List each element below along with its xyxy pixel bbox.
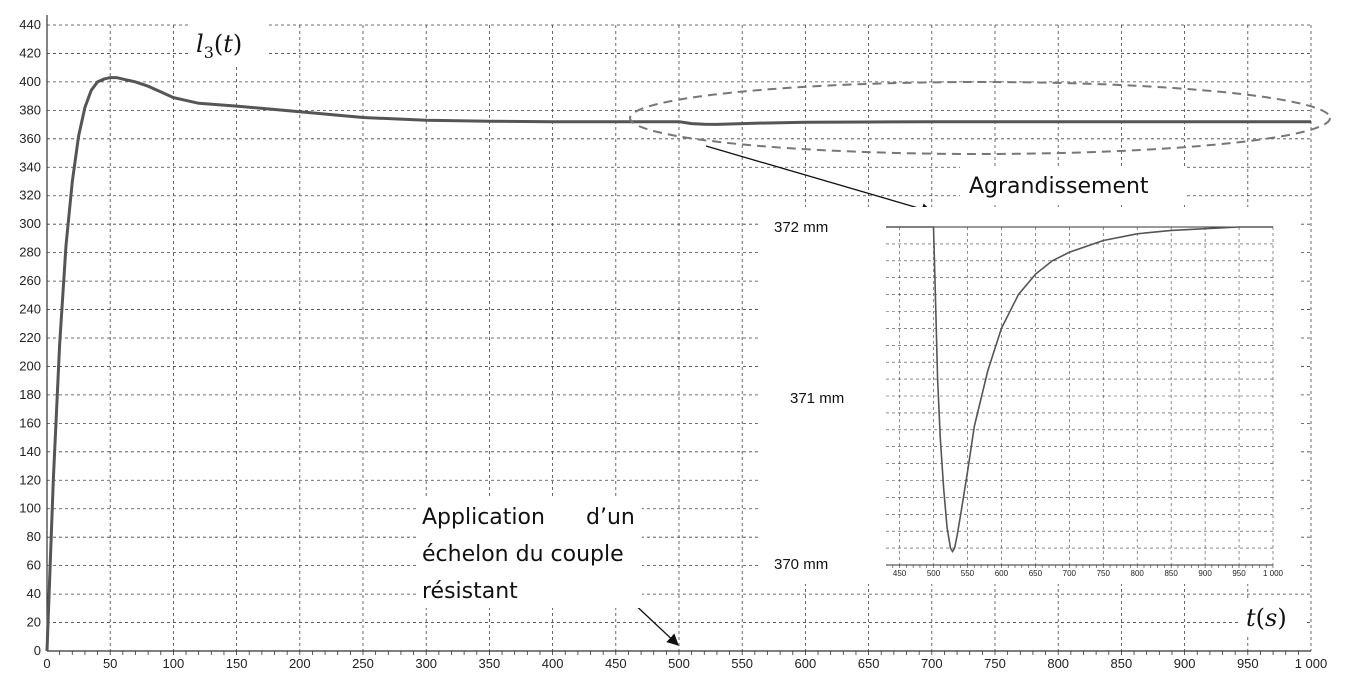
inset-x-tick-label: 650 (1029, 569, 1043, 578)
x-tick-label: 450 (605, 656, 627, 671)
y-tick-label: 380 (19, 102, 41, 117)
step-label-background (416, 498, 642, 608)
x-tick-label: 850 (1111, 656, 1133, 671)
inset-x-tick-label: 850 (1164, 569, 1178, 578)
x-tick-label: 950 (1237, 656, 1259, 671)
y-tick-label: 420 (19, 45, 41, 60)
main-axes (46, 15, 1311, 655)
y-tick-label: 340 (19, 159, 41, 174)
inset-x-tick-label: 900 (1198, 569, 1212, 578)
x-tick-label: 250 (352, 656, 374, 671)
zoom-label-background (960, 166, 1185, 202)
zoom-arrow (705, 145, 934, 215)
x-tick-label: 350 (479, 656, 501, 671)
x-tick-label: 400 (542, 656, 564, 671)
step-label-line1: Application (422, 505, 545, 530)
step-label-line1b: d’un (586, 505, 635, 530)
step-label-line3: résistant (422, 579, 518, 604)
x-tick-label: 550 (731, 656, 753, 671)
inset-x-tick-label: 950 (1232, 569, 1246, 578)
curve-label-background (188, 22, 266, 64)
y-tick-label: 400 (19, 74, 41, 89)
y-tick-label: 0 (34, 643, 41, 658)
zoom-region-ellipse (629, 81, 1331, 155)
y-tick-label: 260 (19, 273, 41, 288)
x-tick-label: 650 (858, 656, 880, 671)
inset-x-tick-label: 550 (961, 569, 975, 578)
inset-background (760, 207, 1300, 584)
main-tick-labels: 0 20 40 60 80 100 120 140 160 180 200 220 240 260 280 3… (19, 17, 1327, 671)
x-tick-label: 1 000 (1295, 656, 1328, 671)
x-tick-label: 150 (226, 656, 248, 671)
y-tick-label: 240 (19, 302, 41, 317)
x-tick-label: 750 (984, 656, 1006, 671)
x-tick-label: 100 (163, 656, 185, 671)
inset-x-tick-label: 800 (1131, 569, 1145, 578)
y-tick-label: 120 (19, 472, 41, 487)
y-tick-label: 180 (19, 387, 41, 402)
inset-series-line (886, 226, 1273, 554)
inset-y-label-top: 372 mm (774, 219, 828, 236)
y-tick-label: 60 (27, 558, 41, 573)
x-tick-label: 600 (795, 656, 817, 671)
inset-y-label-mid: 371 mm (790, 390, 844, 407)
y-tick-label: 220 (19, 330, 41, 345)
inset-x-tick-label: 600 (995, 569, 1009, 578)
x-axis-label: t(s) (1246, 604, 1287, 632)
y-tick-label: 160 (19, 415, 41, 430)
inset-tick-labels: 450 500 550 600 650 700 750 800 850 900 950 1 000 (893, 569, 1284, 578)
x-tick-label: 200 (289, 656, 311, 671)
inset-x-tick-label: 700 (1063, 569, 1077, 578)
y-tick-label: 40 (27, 586, 41, 601)
y-tick-label: 360 (19, 131, 41, 146)
x-tick-label: 900 (1174, 656, 1196, 671)
zoom-label: Agrandissement (969, 174, 1149, 199)
x-tick-label: 500 (668, 656, 690, 671)
y-tick-label: 80 (27, 529, 41, 544)
y-tick-label: 440 (19, 17, 41, 32)
y-tick-label: 140 (19, 444, 41, 459)
curve-label: l3(t) (196, 30, 242, 62)
inset-x-tick-label: 450 (893, 569, 907, 578)
inset-x-tick-label: 1 000 (1263, 569, 1284, 578)
x-tick-label: 0 (43, 656, 50, 671)
x-axis-label-background (1238, 598, 1304, 636)
inset-grid (886, 226, 1274, 568)
step-label-line2: échelon du couple (422, 542, 624, 567)
x-tick-label: 700 (921, 656, 943, 671)
y-tick-label: 280 (19, 245, 41, 260)
x-tick-label: 800 (1047, 656, 1069, 671)
x-tick-label: 50 (103, 656, 117, 671)
y-tick-label: 20 (27, 615, 41, 630)
main-series-line (45, 76, 1311, 652)
x-tick-label: 300 (415, 656, 437, 671)
inset-x-tick-label: 750 (1097, 569, 1111, 578)
y-tick-label: 320 (19, 188, 41, 203)
inset-y-label-bottom: 370 mm (774, 556, 828, 573)
y-tick-label: 100 (19, 501, 41, 516)
y-tick-label: 300 (19, 216, 41, 231)
inset-x-tick-label: 500 (927, 569, 941, 578)
y-tick-label: 200 (19, 358, 41, 373)
